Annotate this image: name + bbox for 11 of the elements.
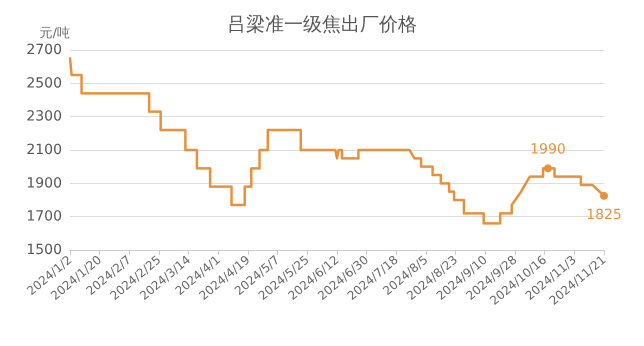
y-tick-label: 1500 (26, 242, 62, 258)
annotation: 1990 (530, 141, 566, 158)
annotation: 1825 (586, 206, 622, 223)
y-axis-title: 元/吨 (40, 26, 70, 41)
y-tick-label: 2700 (26, 42, 62, 58)
y-tick-label: 2300 (26, 108, 62, 125)
y-tick-label: 1900 (26, 175, 62, 192)
y-tick-label: 2500 (26, 75, 62, 92)
y-tick-label: 1700 (26, 208, 62, 225)
chart-title: 吕梁准一级焦出厂价格 (227, 14, 417, 36)
y-tick-label: 2100 (26, 142, 62, 158)
